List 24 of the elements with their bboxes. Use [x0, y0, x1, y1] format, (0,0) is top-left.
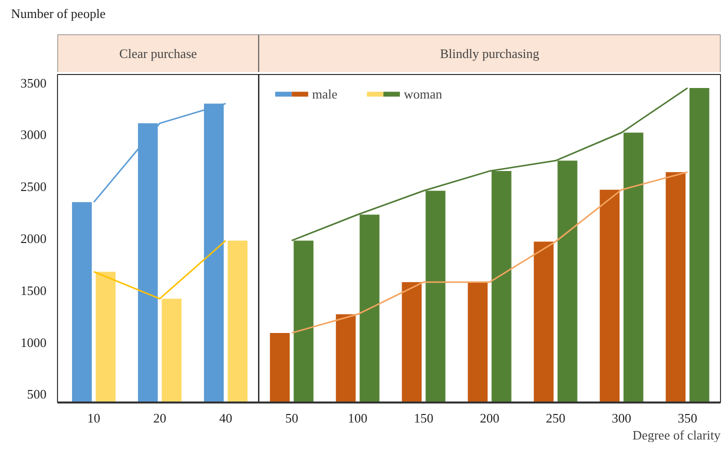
x-tick-label: 100: [348, 410, 368, 426]
x-tick-label: 20: [153, 410, 166, 426]
x-tick-label: 10: [87, 410, 100, 426]
y-axis-title: Number of people: [11, 5, 106, 23]
x-tick-label: 200: [480, 410, 500, 426]
line-series: [290, 171, 688, 334]
x-tick-label: 40: [219, 410, 232, 426]
y-tick-label: 1500: [20, 282, 46, 298]
legend-label: woman: [404, 86, 443, 102]
x-tick-label: 300: [612, 410, 632, 426]
y-tick-label: 2500: [20, 179, 46, 194]
x-axis-title: Degree of clarity: [632, 428, 721, 442]
text: Clear purchase: [119, 46, 198, 61]
x-tick-label: 150: [414, 410, 434, 426]
x-tick-label: 50: [285, 410, 298, 426]
legend-label: male: [312, 86, 338, 102]
y-tick-label: 3500: [20, 75, 46, 90]
x-tick-label: 350: [678, 410, 698, 426]
y-tick-label: 3000: [20, 127, 46, 142]
y-tick-label: 500: [27, 386, 46, 402]
text: Blindly purchasing: [440, 46, 540, 61]
x-tick-label: 250: [546, 410, 566, 426]
y-tick-label: 1000: [20, 334, 46, 350]
y-tick-label: 2000: [20, 231, 46, 246]
